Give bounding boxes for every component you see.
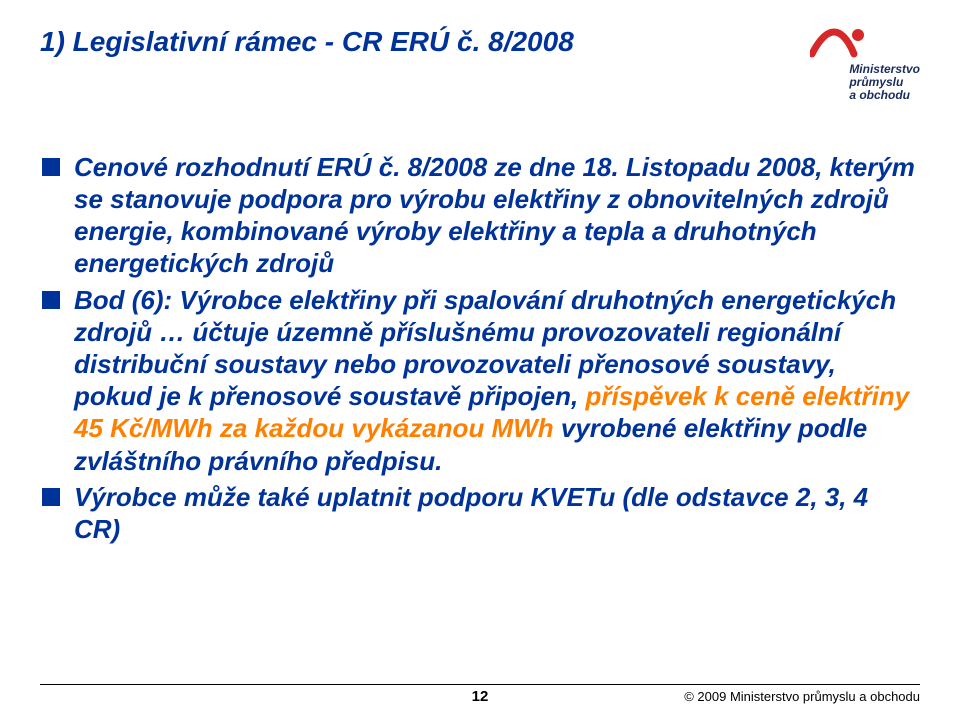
bullet-marker	[42, 488, 60, 506]
bullet-text: Cenové rozhodnutí ERÚ č. 8/2008 ze dne 1…	[74, 151, 920, 280]
bullet-text: Bod (6): Výrobce elektřiny při spalování…	[74, 284, 920, 477]
mpo-logo-icon	[810, 24, 920, 60]
bullet-marker	[42, 291, 60, 309]
bullet-marker	[42, 158, 60, 176]
header-row: 1) Legislativní rámec - CR ERÚ č. 8/2008…	[40, 24, 920, 103]
logo-line3: a obchodu	[849, 89, 920, 102]
bullet-item: Cenové rozhodnutí ERÚ č. 8/2008 ze dne 1…	[42, 151, 920, 280]
bullet-item: Bod (6): Výrobce elektřiny při spalování…	[42, 284, 920, 477]
slide-container: 1) Legislativní rámec - CR ERÚ č. 8/2008…	[0, 0, 960, 718]
footer-divider	[40, 684, 920, 685]
logo-text: Ministerstvo průmyslu a obchodu	[849, 63, 920, 103]
bullet-item: Výrobce může také uplatnit podporu KVETu…	[42, 481, 920, 545]
bullet-text: Výrobce může také uplatnit podporu KVETu…	[74, 481, 920, 545]
footer: 12 © 2009 Ministerstvo průmyslu a obchod…	[0, 684, 960, 704]
ministry-logo: Ministerstvo průmyslu a obchodu	[810, 24, 920, 103]
content-area: Cenové rozhodnutí ERÚ č. 8/2008 ze dne 1…	[40, 151, 920, 546]
footer-row: 12 © 2009 Ministerstvo průmyslu a obchod…	[40, 689, 920, 704]
footer-copyright: © 2009 Ministerstvo průmyslu a obchodu	[684, 689, 920, 704]
page-number: 12	[472, 688, 489, 705]
slide-title: 1) Legislativní rámec - CR ERÚ č. 8/2008	[40, 24, 574, 60]
